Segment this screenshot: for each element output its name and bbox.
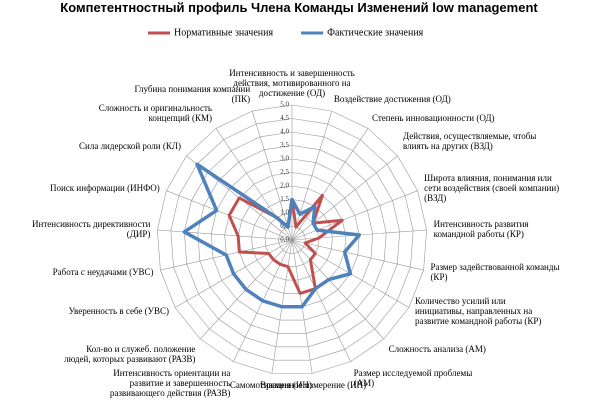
r-tick-label: 3,0 [280, 155, 289, 163]
category-label: Уверенность в себе (УВС) [68, 306, 170, 316]
category-label: Сила лидерской роли (КЛ) [79, 141, 181, 152]
category-label: Количество усилий или инициативы, направ… [414, 296, 542, 326]
series-line [227, 193, 344, 295]
grid-ring [170, 118, 414, 361]
r-tick-label: 1,5 [280, 195, 289, 203]
category-label: Кол-во и служеб. положение людей, которы… [64, 344, 196, 365]
grid-ring [251, 199, 333, 281]
r-tick-label: 2,0 [280, 182, 289, 190]
category-label: Сложность анализа (АМ) [388, 344, 486, 355]
category-label: Интенсивность и завершенность действия, … [229, 68, 355, 98]
category-label: Воздействие достижения (ОД) [333, 94, 451, 105]
r-tick-label: 2,5 [280, 168, 289, 176]
category-label: Широта влияния, понимания или сети возде… [424, 173, 560, 204]
category-label: Интенсивность развития командной работы … [433, 219, 529, 240]
r-tick-label: 1,0 [280, 209, 289, 217]
r-tick-label: 0,0 [280, 236, 289, 244]
grid-ring [210, 158, 374, 321]
legend-label: Фактические значения [327, 27, 424, 38]
category-label: Работа с неудачами (УВС) [52, 266, 154, 277]
r-tick-label: 4,0 [280, 128, 289, 136]
legend-label: Нормативные значения [174, 27, 273, 38]
category-label: Самомотивация (ИН) [229, 380, 312, 391]
category-label: Степень инновационности (ОД) [371, 112, 495, 123]
grid-ring [237, 185, 347, 294]
category-label: Интенсивность ориентации на развитие и з… [109, 367, 231, 398]
r-tick-label: 4,5 [280, 114, 289, 122]
category-label: Временное измерение (ИН) [260, 380, 367, 391]
series-line [182, 162, 362, 309]
category-label: Сложность и оригинальность концепций (КМ… [98, 102, 212, 123]
category-label: Размер исследуемой проблемы (АМ) [353, 367, 473, 388]
grid-ring [278, 226, 306, 254]
chart-title: Компетентностный профиль Члена Команды И… [60, 0, 538, 15]
grid-ring [183, 131, 401, 348]
category-label: Глубина понимания компании (ПК) [134, 84, 251, 105]
r-tick-label: 5,0 [280, 101, 289, 109]
category-label: Размер задействованной команды (КР) [430, 261, 560, 282]
category-label: Поиск информации (ИНФО) [50, 183, 160, 194]
category-label: Интенсивность директивности (ДИР) [32, 219, 151, 240]
r-tick-label: 3,5 [280, 141, 289, 149]
category-label: Действия, осуществляемые, чтобы влиять н… [403, 131, 537, 152]
grid-ring [157, 104, 427, 374]
